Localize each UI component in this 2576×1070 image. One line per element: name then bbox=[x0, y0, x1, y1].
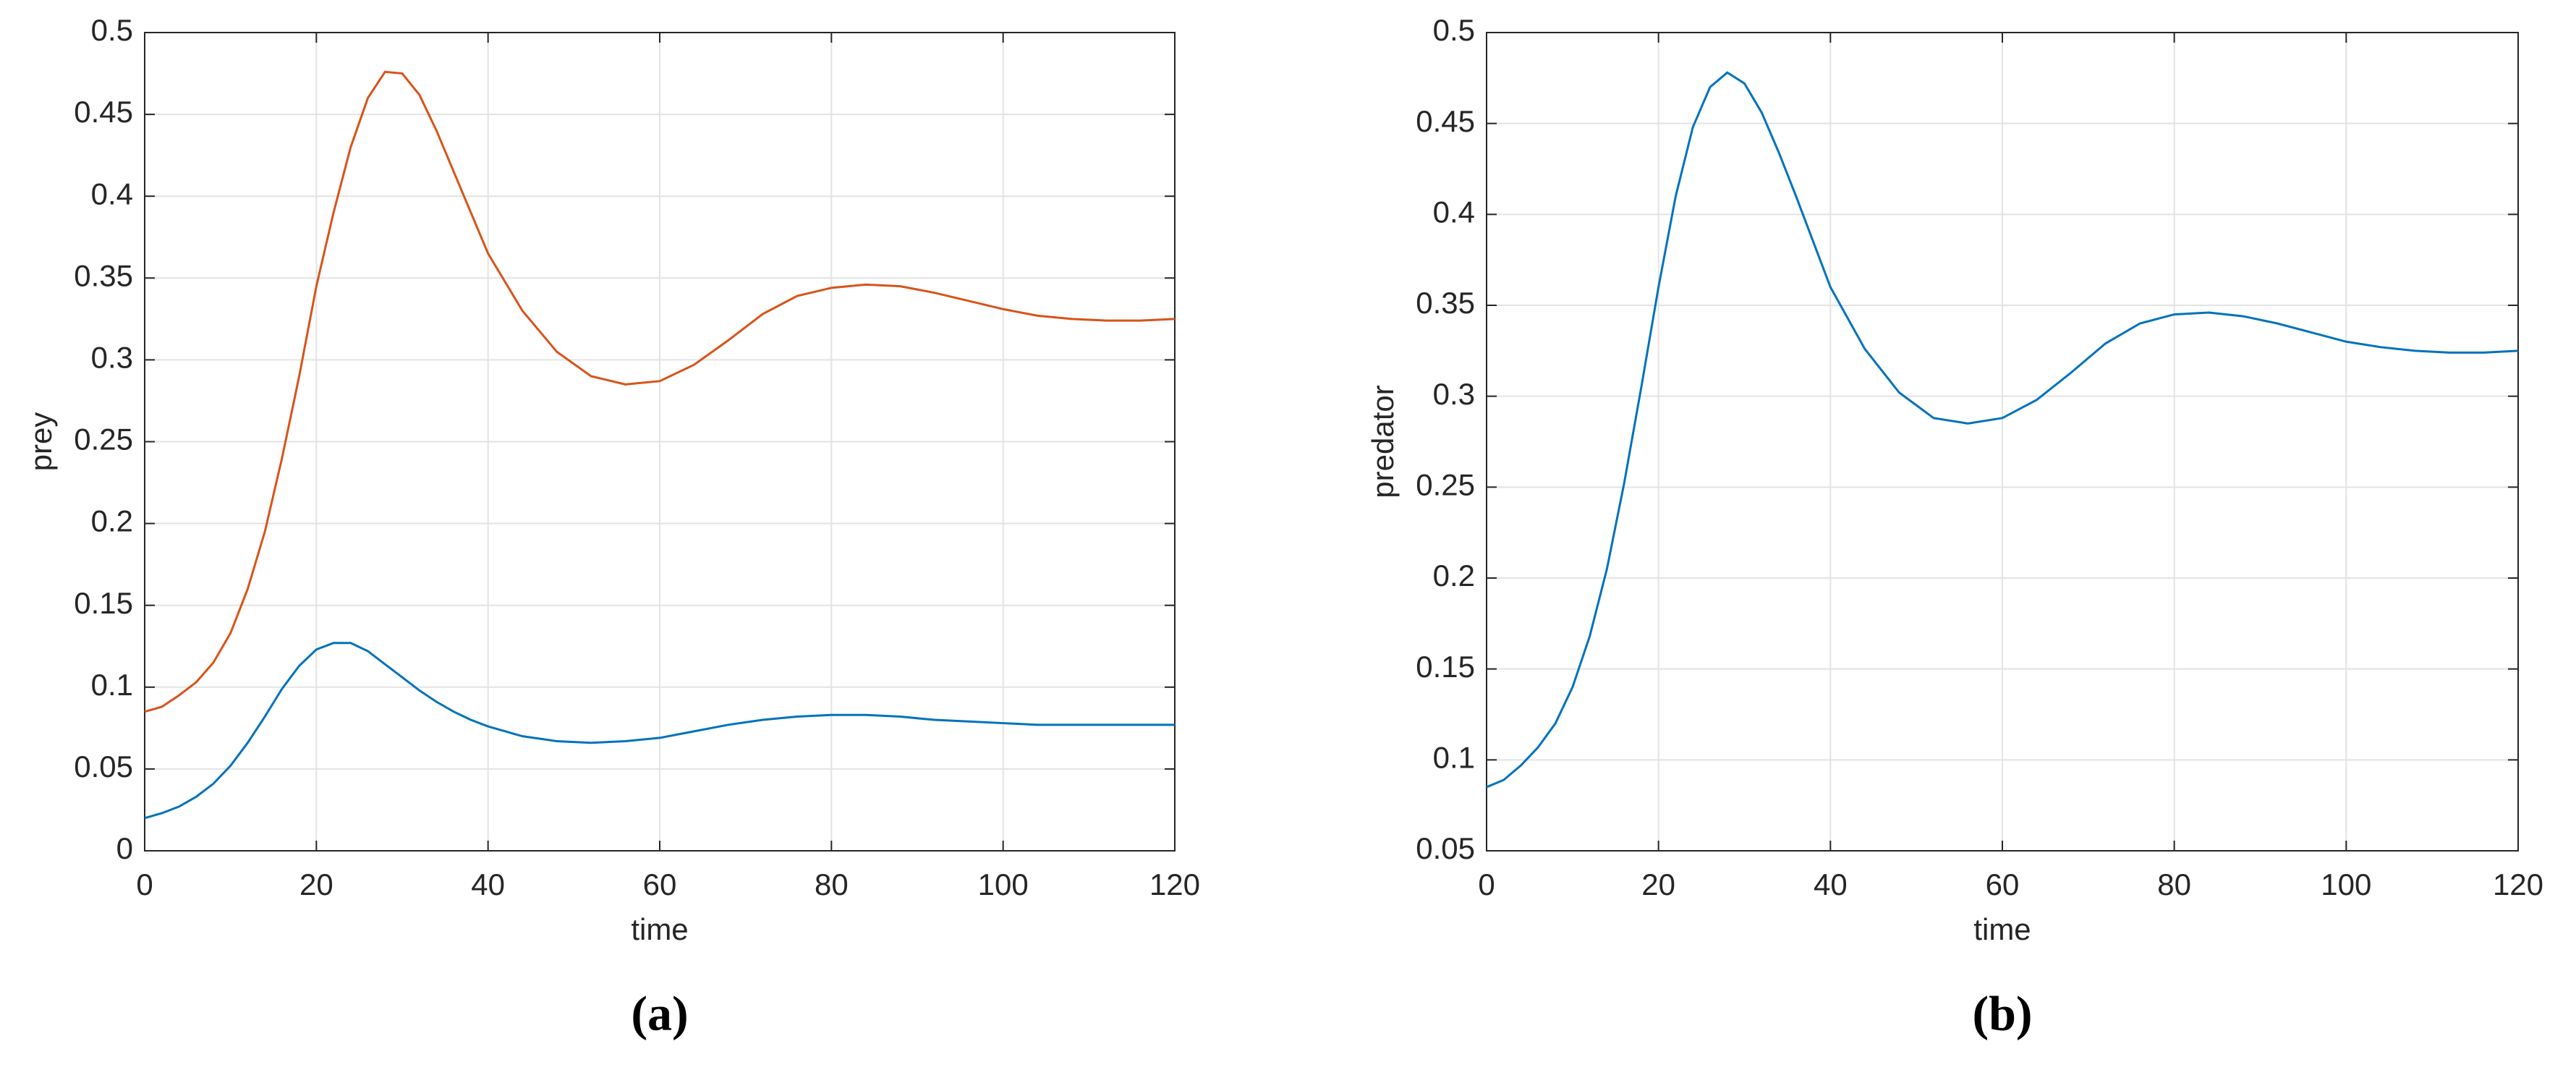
x-tick-label: 20 bbox=[1641, 867, 1675, 901]
y-tick-label: 0.4 bbox=[1433, 195, 1475, 229]
caption: (a) bbox=[631, 986, 688, 1041]
y-tick-label: 0 bbox=[116, 831, 133, 865]
x-axis-label: time bbox=[631, 912, 688, 946]
x-tick-label: 120 bbox=[1149, 867, 1200, 901]
plot-frame bbox=[1486, 32, 2519, 852]
data-line bbox=[144, 642, 1175, 820]
y-tick-label: 0.45 bbox=[74, 95, 133, 129]
x-tick-label: 40 bbox=[1814, 867, 1848, 901]
x-tick-label: 20 bbox=[299, 867, 333, 901]
y-tick-label: 0.15 bbox=[1416, 650, 1475, 684]
y-tick-label: 0.35 bbox=[1416, 286, 1475, 320]
y-tick-label: 0.25 bbox=[74, 423, 133, 457]
x-tick-label: 0 bbox=[1478, 867, 1495, 901]
y-tick-label: 0.1 bbox=[91, 668, 133, 702]
x-tick-label: 60 bbox=[643, 867, 677, 901]
y-tick-label: 0.1 bbox=[1433, 740, 1475, 774]
y-tick-label: 0.15 bbox=[74, 586, 133, 620]
y-tick-label: 0.5 bbox=[1433, 13, 1475, 47]
x-tick-label: 80 bbox=[815, 867, 849, 901]
y-tick-label: 0.05 bbox=[1416, 831, 1475, 865]
y-tick-label: 0.35 bbox=[74, 258, 133, 292]
y-tick-label: 0.2 bbox=[91, 504, 133, 538]
x-tick-label: 100 bbox=[2321, 867, 2371, 901]
y-axis-label: predator bbox=[1366, 385, 1400, 498]
x-tick-label: 80 bbox=[2157, 867, 2191, 901]
y-tick-label: 0.4 bbox=[91, 177, 133, 211]
x-tick-label: 120 bbox=[2493, 867, 2543, 901]
data-line bbox=[1486, 71, 2519, 789]
x-tick-label: 0 bbox=[136, 867, 153, 901]
x-axis-label: time bbox=[1973, 912, 2031, 946]
y-axis-label: prey bbox=[24, 412, 58, 472]
y-tick-label: 0.5 bbox=[91, 13, 133, 47]
y-tick-label: 0.3 bbox=[91, 340, 133, 374]
x-tick-label: 60 bbox=[1986, 867, 2020, 901]
x-tick-label: 100 bbox=[978, 867, 1029, 901]
y-tick-label: 0.3 bbox=[1433, 377, 1475, 411]
y-tick-label: 0.05 bbox=[74, 750, 133, 784]
caption: (b) bbox=[1972, 986, 2032, 1041]
y-tick-label: 0.45 bbox=[1416, 104, 1475, 138]
y-tick-label: 0.2 bbox=[1433, 559, 1475, 593]
plot-frame bbox=[144, 32, 1176, 852]
y-tick-label: 0.25 bbox=[1416, 467, 1475, 501]
data-line bbox=[144, 70, 1176, 713]
x-tick-label: 40 bbox=[471, 867, 505, 901]
